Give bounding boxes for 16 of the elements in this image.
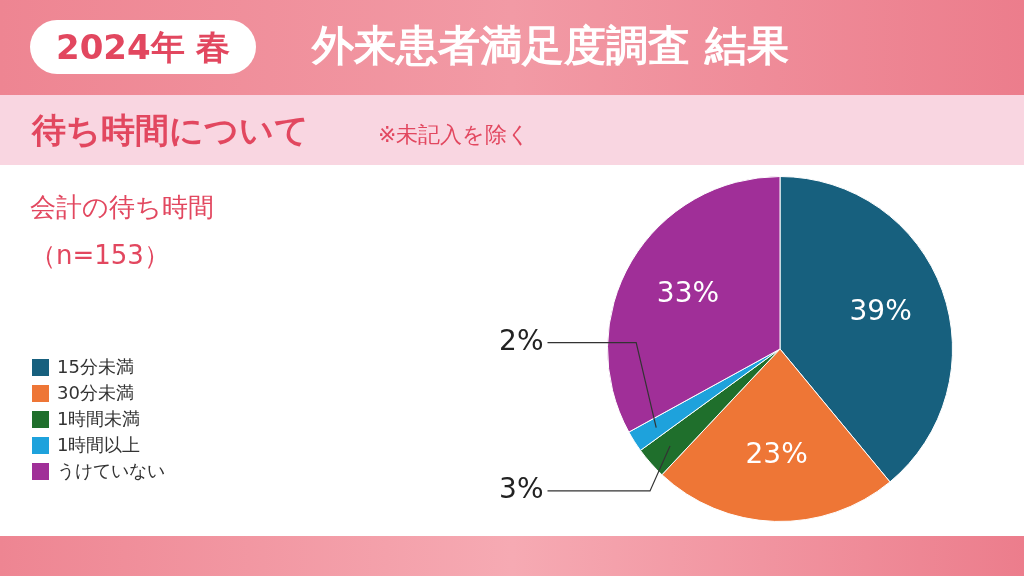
legend-label: うけていない [57,459,165,483]
data-label: 3% [499,472,544,506]
text: ※未記入を除く [378,121,531,149]
chart-title: 外来患者満足度調査 結果 [312,20,789,72]
text: （n=153） [30,239,170,272]
text: 2024年 春 [30,20,257,74]
legend-label: 15分未満 [57,355,134,379]
data-label: 33% [656,275,720,309]
text: 会計の待ち時間 [30,191,214,224]
data-label: 39% [849,294,912,328]
legend-label: 1時間以上 [57,433,141,457]
data-label: 2% [499,323,544,357]
legend-label: 30分未満 [57,381,134,405]
legend-label: 1時間未満 [57,407,141,431]
data-label: 23% [745,437,808,471]
chart-subtitle: 待ち時間について [32,109,309,152]
